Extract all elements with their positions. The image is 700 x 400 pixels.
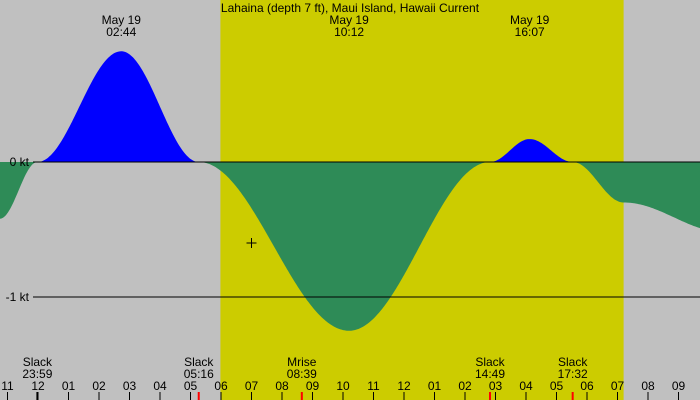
axes: 0 kt -1 kt — [6, 155, 700, 304]
crosshair-cursor — [246, 238, 257, 248]
event-name-label: Slack — [475, 355, 505, 369]
x-tick-label: 07 — [611, 379, 625, 393]
x-tick-label: 09 — [672, 379, 686, 393]
x-tick-label: 10 — [336, 379, 350, 393]
x-tick-label: 09 — [306, 379, 320, 393]
x-tick-label: 01 — [62, 379, 76, 393]
x-tick-label: 11 — [367, 379, 380, 393]
peak-day-label: May 19 — [329, 13, 369, 27]
bottom-events: Slack23:59Slack05:16Mrise08:39Slack14:49… — [22, 355, 588, 400]
x-tick-label: 07 — [245, 379, 259, 393]
x-tick-label: 08 — [641, 379, 655, 393]
x-tick-label: 06 — [580, 379, 594, 393]
y-tick-label: 0 kt — [10, 155, 30, 169]
flood-current-area — [0, 51, 700, 162]
x-tick-label: 08 — [275, 379, 289, 393]
x-tick-label: 12 — [31, 379, 45, 393]
x-tick-label: 05 — [184, 379, 198, 393]
peak-time-label: 16:07 — [515, 25, 545, 39]
event-time-label: 17:32 — [558, 367, 588, 381]
x-tick-label: 11 — [1, 379, 14, 393]
x-tick-label: 05 — [550, 379, 564, 393]
peak-time-label: 02:44 — [106, 25, 136, 39]
event-time-label: 08:39 — [287, 367, 317, 381]
x-tick-label: 06 — [214, 379, 228, 393]
x-tick-label: 03 — [489, 379, 503, 393]
x-tick-label: 12 — [397, 379, 411, 393]
event-time-label: 14:49 — [475, 367, 505, 381]
x-tick-label: 03 — [123, 379, 137, 393]
x-tick-label: 01 — [428, 379, 442, 393]
peak-day-label: May 19 — [102, 13, 142, 27]
x-tick-label: 04 — [153, 379, 167, 393]
x-tick-label: 02 — [458, 379, 472, 393]
current-areas — [0, 51, 700, 331]
x-tick-label: 02 — [92, 379, 106, 393]
event-time-label: 23:59 — [22, 367, 52, 381]
chart-title: Lahaina (depth 7 ft), Maui Island, Hawai… — [221, 1, 480, 15]
peak-day-label: May 19 — [510, 13, 550, 27]
x-ticks: 11 12 01 02 03 04 05 06 07 08 09 10 11 12 01 02 03 04 05 06… — [1, 379, 685, 400]
event-name-label: Mrise — [287, 355, 317, 369]
peak-time-label: 10:12 — [334, 25, 364, 39]
ebb-current-area — [0, 162, 700, 331]
y-tick-label: -1 kt — [6, 290, 30, 304]
event-time-label: 05:16 — [184, 367, 214, 381]
event-name-label: Slack — [184, 355, 214, 369]
x-tick-label: 04 — [519, 379, 533, 393]
event-name-label: Slack — [23, 355, 53, 369]
event-name-label: Slack — [558, 355, 588, 369]
